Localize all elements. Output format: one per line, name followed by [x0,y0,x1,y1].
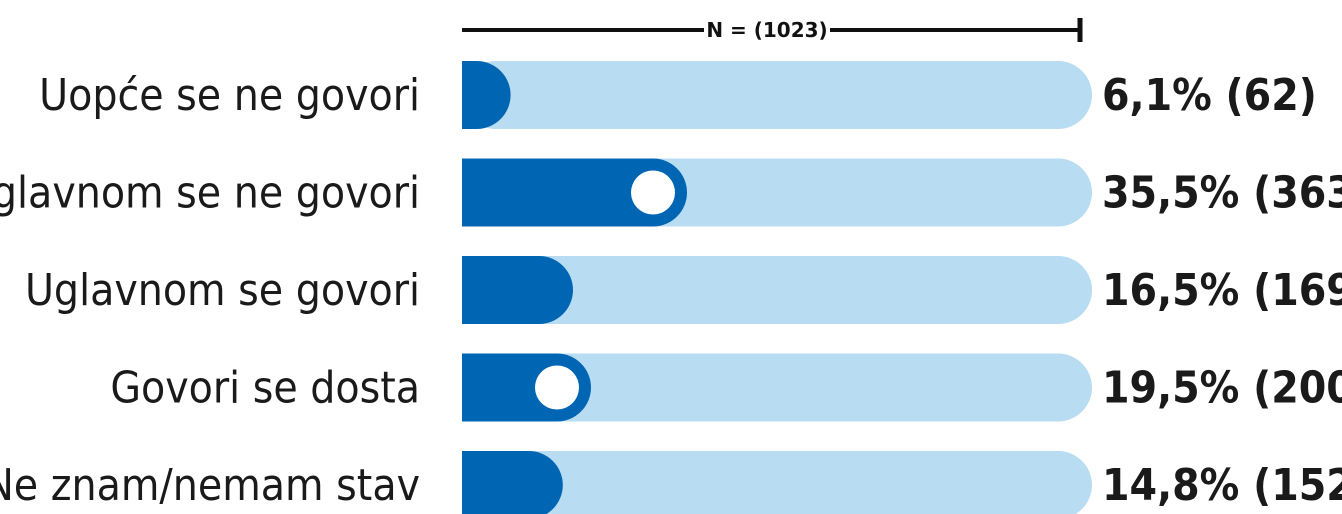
bar-row: Govori se dosta 19,5% (200) [110,353,1342,422]
bar-track [462,451,1092,514]
bar-marker [535,365,579,410]
bar-fill [462,256,573,324]
bar-row: Uopće se ne govori 6,1% (62) [39,61,1317,129]
category-label: Ne znam/nemam stav [0,460,420,511]
value-label: 16,5% (169) [1102,265,1342,316]
sample-size-header: N = (1023) [462,18,1083,42]
value-label: 6,1% (62) [1102,70,1317,121]
value-label: 14,8% (152) [1102,460,1342,511]
bar-row: Uglavnom se ne govori 35,5% (363) [0,158,1342,227]
value-label: 19,5% (200) [1102,363,1342,414]
category-label: Govori se dosta [110,363,420,414]
bars-group: Uopće se ne govori 6,1% (62) Uglavnom se n… [0,61,1342,514]
category-label: Uglavnom se ne govori [0,168,420,219]
bar-fill [462,158,687,227]
value-label: 35,5% (363) [1102,168,1342,219]
bar-row: Ne znam/nemam stav 14,8% (152) [0,451,1342,514]
bar-track [462,256,1092,324]
bar-fill [462,61,511,129]
bar-fill [462,451,563,514]
bar-track [462,353,1092,422]
category-label: Uglavnom se govori [25,265,420,316]
category-label: Uopće se ne govori [39,70,420,121]
sample-size-label: N = (1023) [706,18,827,42]
bar-track [462,61,1092,129]
bar-marker [631,170,675,215]
bar-row: Uglavnom se govori 16,5% (169) [25,256,1342,324]
